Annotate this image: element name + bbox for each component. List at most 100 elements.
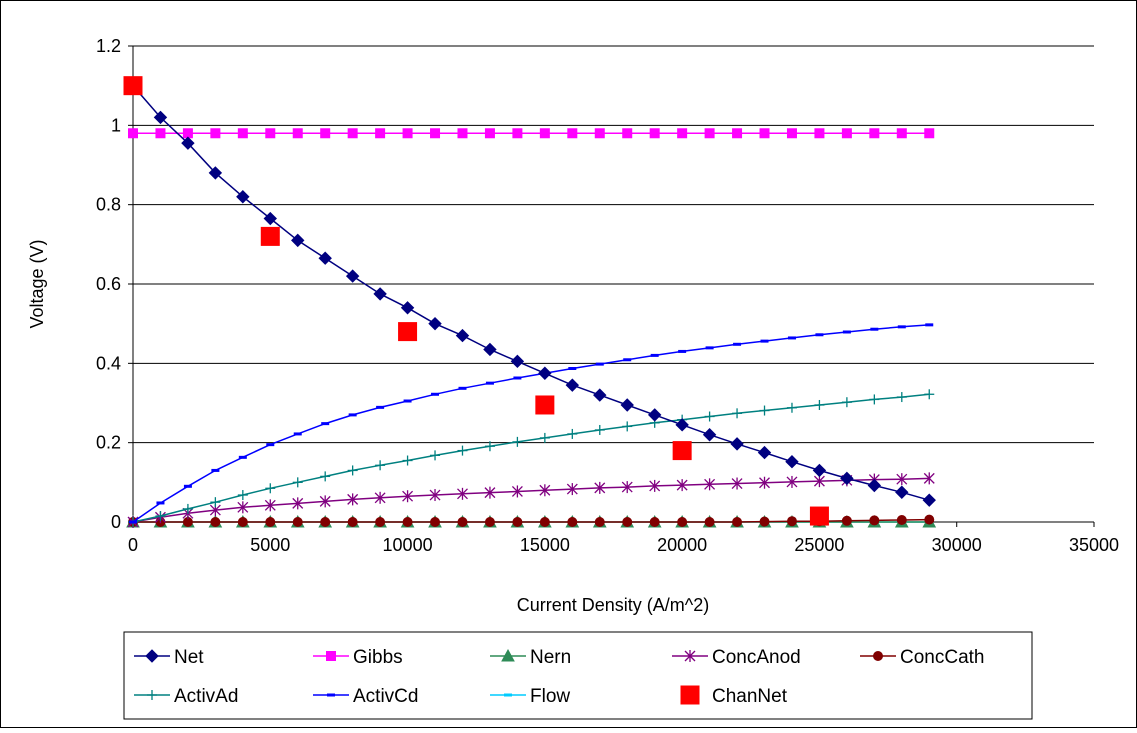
x-tick-label: 15000	[520, 535, 570, 555]
legend-item-net: Net	[134, 647, 204, 668]
legend-label: Nern	[530, 647, 571, 668]
data-point-gibbs	[732, 128, 743, 139]
data-point-gibbs	[841, 128, 852, 139]
data-point-net	[428, 316, 442, 331]
x-tick-label: 35000	[1069, 535, 1119, 555]
legend-item-flow: Flow	[490, 686, 570, 707]
data-point-channet	[260, 226, 280, 246]
legend-label: Gibbs	[353, 647, 403, 668]
x-tick-label: 25000	[794, 535, 844, 555]
legend: Net Gibbs Nern ConcAnod ConcCath ActivAd Activ…	[134, 647, 985, 707]
y-tick-label: 0.4	[96, 353, 121, 373]
data-point-conccath	[786, 516, 797, 527]
data-point-activad	[457, 445, 468, 456]
legend-label: ConcAnod	[712, 647, 801, 668]
data-point-conccath	[677, 517, 688, 527]
legend-label: ActivCd	[353, 686, 418, 707]
data-point-concanod	[704, 478, 716, 491]
legend-item-channet: ChanNet	[680, 685, 788, 707]
data-point-net	[840, 471, 854, 486]
data-point-activad	[182, 503, 193, 514]
data-point-gibbs	[320, 128, 331, 139]
data-point-gibbs	[512, 128, 523, 139]
tick-labels: 0 0.2 0.4 0.6 0.8 1 1.2 0 5000 10000 15000 20000 250…	[96, 36, 1119, 555]
data-point-net	[236, 190, 250, 204]
data-point-channet	[398, 322, 418, 342]
series-net	[126, 78, 936, 507]
data-point-net	[757, 445, 772, 460]
data-point-net	[647, 408, 662, 422]
data-point-conccath	[896, 515, 907, 526]
data-point-net	[153, 110, 168, 125]
data-point-net	[538, 366, 552, 380]
data-point-gibbs	[594, 128, 605, 139]
y-tick-label: 1.2	[96, 36, 121, 56]
data-point-channet	[535, 395, 555, 415]
data-point-channet	[123, 76, 143, 96]
data-point-gibbs	[539, 128, 550, 139]
legend-label: ActivAd	[174, 686, 238, 707]
data-point-gibbs	[896, 128, 907, 139]
data-point-activad	[237, 490, 248, 501]
legend-marker	[684, 650, 696, 662]
data-point-activad	[567, 428, 578, 439]
data-point-activad	[759, 405, 770, 416]
data-point-concanod	[347, 493, 359, 506]
data-point-gibbs	[622, 128, 633, 139]
data-point-activad	[539, 432, 550, 443]
data-point-concanod	[813, 475, 825, 488]
y-axis-label: Voltage (V)	[27, 239, 47, 328]
data-point-activad	[512, 436, 523, 447]
x-tick-label: 10000	[383, 535, 433, 555]
gridlines	[133, 45, 1094, 444]
data-point-conccath	[732, 517, 743, 527]
legend-label: ConcCath	[900, 647, 985, 668]
y-tick-label: 0	[111, 512, 121, 532]
data-point-activad	[869, 394, 880, 405]
x-axis-label: Current Density (A/m^2)	[517, 595, 710, 615]
data-point-concanod	[374, 491, 386, 504]
data-point-activad	[786, 402, 797, 413]
legend-marker	[147, 690, 157, 700]
data-point-net	[510, 354, 525, 369]
data-point-activad	[375, 460, 386, 471]
legend-item-nern: Nern	[490, 647, 571, 668]
data-point-net	[593, 388, 607, 402]
data-point-gibbs	[128, 128, 138, 139]
data-point-concanod	[731, 477, 743, 490]
data-point-gibbs	[265, 128, 276, 139]
data-point-conccath	[841, 515, 852, 526]
data-point-gibbs	[649, 128, 660, 139]
data-point-gibbs	[924, 128, 935, 139]
legend-marker	[680, 685, 700, 705]
data-point-gibbs	[814, 128, 825, 139]
data-point-net	[620, 398, 634, 412]
data-point-concanod	[649, 479, 661, 492]
data-point-conccath	[430, 517, 441, 527]
data-point-conccath	[347, 517, 358, 527]
data-point-concanod	[923, 472, 935, 485]
data-point-concanod	[511, 485, 523, 498]
data-point-net	[263, 211, 277, 226]
x-tick-label: 20000	[657, 535, 707, 555]
data-point-concanod	[539, 484, 551, 497]
data-point-gibbs	[237, 128, 248, 139]
data-point-net	[483, 342, 497, 357]
data-point-gibbs	[786, 128, 797, 139]
data-point-gibbs	[402, 128, 413, 139]
data-point-conccath	[210, 517, 221, 527]
data-point-activad	[155, 511, 166, 522]
data-point-conccath	[704, 517, 715, 527]
legend-item-activad: ActivAd	[134, 686, 238, 707]
legend-item-activcd: ActivCd	[313, 686, 418, 707]
data-point-gibbs	[457, 128, 468, 139]
data-point-channet	[809, 506, 829, 526]
data-point-activad	[320, 471, 331, 482]
data-point-concanod	[566, 483, 578, 496]
data-point-gibbs	[869, 128, 880, 139]
series-gibbs	[128, 128, 935, 139]
data-point-conccath	[402, 517, 413, 527]
data-point-net	[181, 136, 195, 150]
